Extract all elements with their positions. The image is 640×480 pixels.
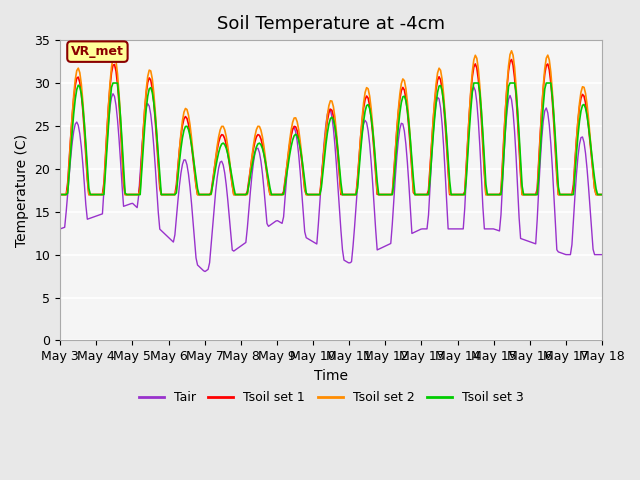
Tsoil set 2 — [245, 181, 253, 187]
Tsoil set 1 — [218, 132, 225, 138]
Tsoil set 1 — [245, 178, 253, 183]
Tair — [56, 226, 64, 232]
Text: VR_met: VR_met — [71, 45, 124, 58]
Line: Tsoil set 2: Tsoil set 2 — [60, 51, 602, 194]
Tsoil set 2 — [56, 192, 64, 197]
Tsoil set 2 — [218, 123, 225, 129]
Tsoil set 1 — [56, 192, 64, 197]
Tsoil set 3 — [109, 80, 117, 86]
Tsoil set 1 — [598, 192, 606, 197]
Tair — [237, 243, 245, 249]
Tsoil set 2 — [570, 188, 577, 194]
Tsoil set 3 — [220, 140, 227, 146]
Tair — [123, 203, 131, 208]
Tsoil set 3 — [246, 173, 254, 179]
Tair — [201, 269, 209, 275]
Tsoil set 1 — [508, 57, 515, 62]
Tsoil set 3 — [124, 192, 132, 197]
Y-axis label: Temperature (C): Temperature (C) — [15, 134, 29, 247]
Tsoil set 2 — [598, 192, 606, 197]
Tsoil set 2 — [236, 192, 244, 197]
Tair — [246, 189, 254, 195]
Tsoil set 3 — [56, 192, 64, 197]
Tsoil set 3 — [598, 192, 606, 197]
Tair — [295, 152, 303, 157]
Tsoil set 1 — [293, 128, 301, 133]
Tsoil set 1 — [123, 192, 131, 197]
Legend: Tair, Tsoil set 1, Tsoil set 2, Tsoil set 3: Tair, Tsoil set 1, Tsoil set 2, Tsoil se… — [134, 386, 529, 409]
Tsoil set 2 — [508, 48, 515, 54]
Tsoil set 1 — [570, 182, 577, 188]
Tair — [571, 193, 579, 199]
X-axis label: Time: Time — [314, 369, 348, 383]
Tsoil set 3 — [237, 192, 245, 197]
Tsoil set 2 — [293, 119, 301, 125]
Line: Tair: Tair — [60, 87, 602, 272]
Tsoil set 2 — [123, 192, 131, 197]
Title: Soil Temperature at -4cm: Soil Temperature at -4cm — [217, 15, 445, 33]
Tair — [598, 252, 606, 257]
Tair — [470, 84, 477, 90]
Tsoil set 3 — [570, 192, 577, 197]
Line: Tsoil set 1: Tsoil set 1 — [60, 60, 602, 194]
Tsoil set 3 — [295, 137, 303, 143]
Line: Tsoil set 3: Tsoil set 3 — [60, 83, 602, 194]
Tair — [220, 162, 227, 168]
Tsoil set 1 — [236, 192, 244, 197]
